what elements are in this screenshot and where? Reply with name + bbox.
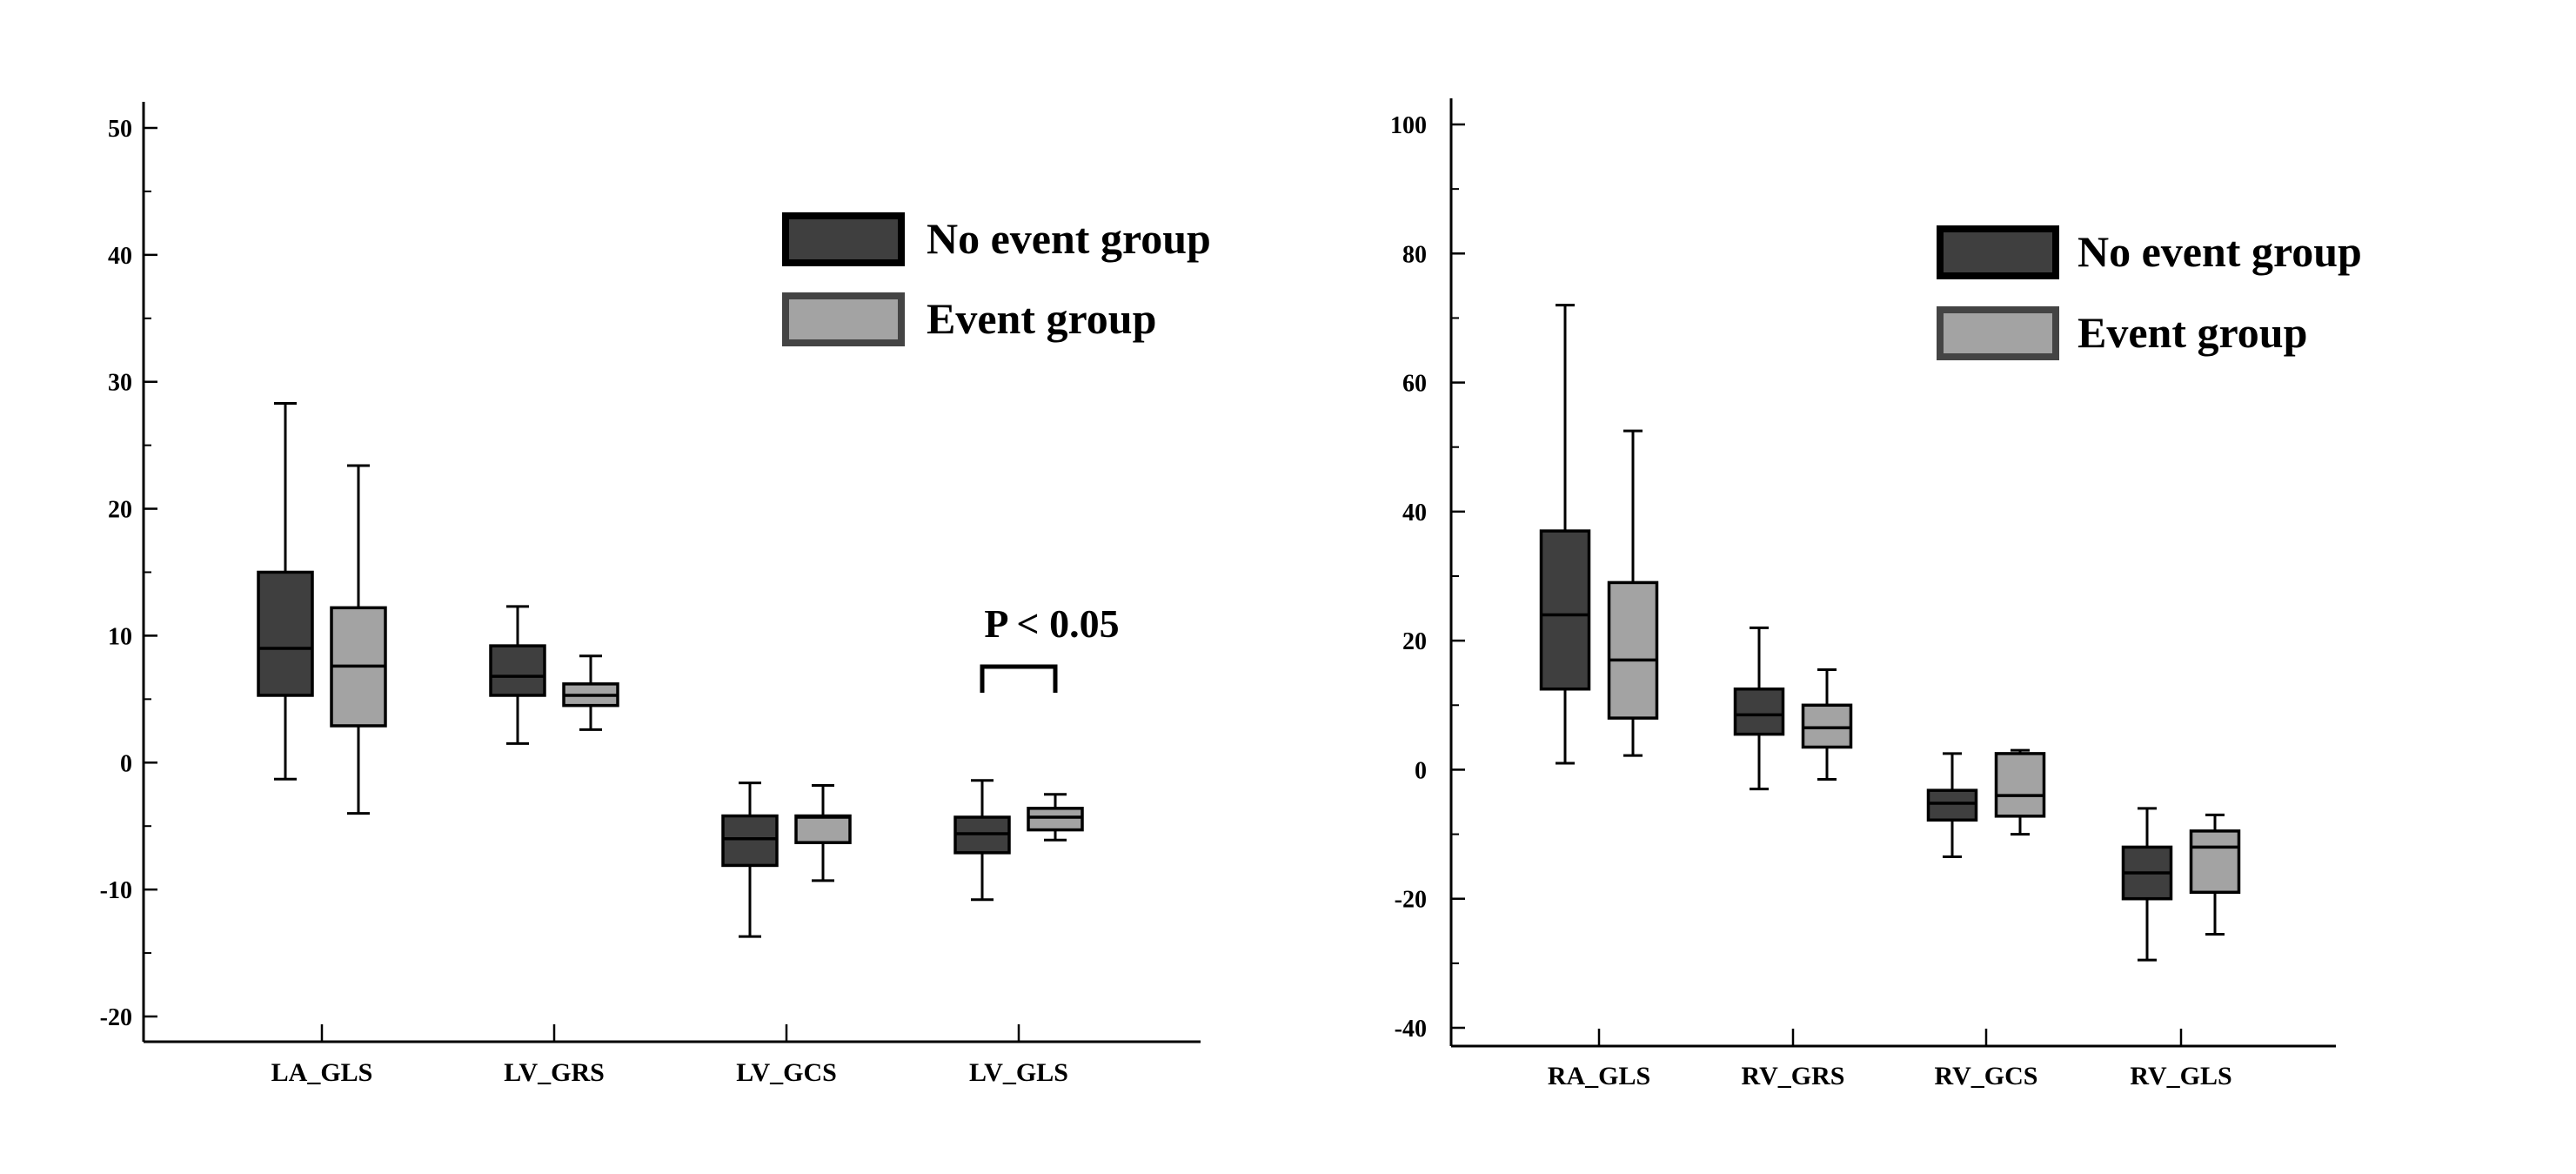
legend-label: Event group bbox=[927, 294, 1156, 343]
legend-swatch bbox=[782, 212, 905, 266]
iqr-box bbox=[1733, 688, 1785, 736]
y-tick-label: 50 bbox=[108, 116, 132, 143]
iqr-box bbox=[2189, 829, 2241, 895]
y-tick-label: 10 bbox=[108, 623, 132, 650]
iqr-box bbox=[721, 814, 779, 868]
iqr-box bbox=[794, 814, 852, 844]
significance-bracket bbox=[980, 664, 1058, 693]
box-event-group-ra_gls bbox=[1607, 429, 1659, 757]
iqr-box bbox=[1926, 788, 1978, 822]
y-tick-label: -40 bbox=[1395, 1016, 1427, 1043]
p-value-label: P < 0.05 bbox=[984, 601, 1119, 646]
box-event-group-lv_gcs bbox=[794, 784, 852, 882]
x-tick-label: LV_GCS bbox=[736, 1058, 837, 1087]
y-tick-label: 0 bbox=[120, 750, 132, 777]
box-no-event-group-lv_gcs bbox=[721, 782, 779, 938]
significance-annotation: P < 0.05 bbox=[980, 601, 1120, 693]
y-tick-label: 40 bbox=[1402, 500, 1427, 527]
legend-swatch bbox=[1937, 225, 2059, 279]
x-tick-label: RV_GRS bbox=[1742, 1062, 1845, 1090]
y-tick-label: -20 bbox=[100, 1004, 132, 1031]
legend: No event group Event group bbox=[782, 212, 1211, 346]
iqr-box bbox=[257, 570, 314, 697]
box-event-group-rv_gls bbox=[2189, 813, 2241, 936]
legend-swatch bbox=[1937, 306, 2059, 360]
box-event-group-lv_gls bbox=[1027, 793, 1084, 842]
x-tick-label: LV_GRS bbox=[504, 1058, 605, 1087]
box-no-event-group-lv_gls bbox=[953, 779, 1011, 902]
box-event-group-rv_gcs bbox=[1994, 748, 2046, 836]
box-no-event-group-la_gls bbox=[257, 402, 314, 781]
y-tick-label: 20 bbox=[1402, 628, 1427, 655]
y-tick-label: -20 bbox=[1395, 887, 1427, 914]
iqr-box bbox=[1607, 580, 1659, 720]
y-tick-label: 40 bbox=[108, 243, 132, 270]
y-tick-label: 100 bbox=[1390, 112, 1427, 139]
iqr-box bbox=[1801, 703, 1853, 749]
x-tick-label: LV_GLS bbox=[969, 1058, 1068, 1087]
legend-label: Event group bbox=[2078, 308, 2307, 357]
x-tick-label: RV_GLS bbox=[2130, 1062, 2231, 1090]
y-tick-label: 0 bbox=[1415, 757, 1427, 784]
y-tick-label: -10 bbox=[100, 877, 132, 904]
iqr-box bbox=[1539, 529, 1591, 691]
y-tick-label: 60 bbox=[1402, 371, 1427, 398]
box-no-event-group-rv_gcs bbox=[1926, 752, 1978, 859]
box-no-event-group-lv_grs bbox=[489, 605, 546, 745]
box-no-event-group-ra_gls bbox=[1539, 304, 1591, 765]
box-no-event-group-rv_grs bbox=[1733, 626, 1785, 791]
x-tick-label: LA_GLS bbox=[271, 1058, 373, 1087]
box-event-group-lv_grs bbox=[562, 654, 619, 731]
legend: No event group Event group bbox=[1937, 225, 2362, 360]
box-event-group-la_gls bbox=[330, 464, 387, 815]
iqr-box bbox=[1027, 807, 1084, 832]
legend-label: No event group bbox=[927, 214, 1211, 263]
iqr-box bbox=[489, 644, 546, 697]
x-tick-label: RV_GCS bbox=[1935, 1062, 2038, 1090]
box-event-group-rv_grs bbox=[1801, 668, 1853, 782]
y-tick-label: 20 bbox=[108, 497, 132, 524]
right-panel-rv-ra-strain: 100 80 60 40 20 0 -20 -40 RA_GLS RV_GRS RV_GCS RV_G… bbox=[1390, 98, 2362, 1090]
y-tick-label: 80 bbox=[1402, 241, 1427, 268]
box-no-event-group-rv_gls bbox=[2121, 807, 2173, 962]
x-tick-label: RA_GLS bbox=[1548, 1062, 1650, 1090]
legend-swatch bbox=[782, 292, 905, 346]
y-tick-label: 30 bbox=[108, 370, 132, 397]
legend-label: No event group bbox=[2078, 227, 2362, 276]
left-panel-lv-la-strain: 50 40 30 20 10 0 -10 -20 LA_GLS LV_GRS LV_GCS LV_GL… bbox=[100, 102, 1211, 1087]
iqr-box bbox=[1994, 752, 2046, 818]
